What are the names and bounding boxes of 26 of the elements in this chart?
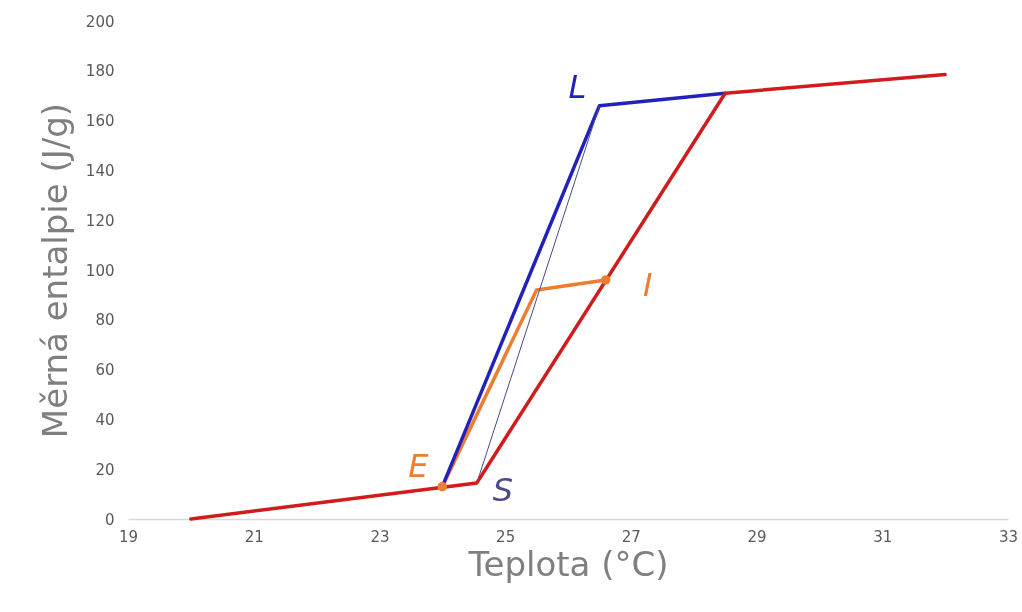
y-tick-label: 100 (85, 261, 115, 280)
annotation: I (643, 265, 653, 304)
y-tick-label: 200 (85, 12, 115, 31)
annotation: L (568, 67, 587, 106)
y-tick-label: 180 (85, 62, 115, 81)
annotation: S (492, 470, 514, 509)
y-tick-label: 40 (95, 410, 115, 429)
annotation: E (408, 446, 430, 485)
x-tick-label: 27 (621, 527, 641, 546)
x-tick-label: 31 (873, 527, 893, 546)
x-tick-label: 19 (118, 527, 139, 546)
y-axis-title: Měrná entalpie (J/g) (34, 102, 75, 439)
x-tick-label: 21 (244, 527, 264, 546)
y-tick-label: 0 (104, 510, 115, 529)
x-tick-label: 25 (496, 527, 516, 546)
line-series (189, 72, 947, 521)
y-tick-label: 60 (95, 361, 115, 380)
y-tick-label: 140 (85, 161, 115, 180)
x-axis-title: Teplota (°C) (467, 543, 669, 584)
y-tick-label: 120 (85, 211, 115, 230)
y-tick-label: 20 (95, 460, 115, 479)
y-tick-label: 160 (85, 112, 115, 131)
x-tick-label: 29 (747, 527, 767, 546)
x-tick-label: 33 (998, 527, 1019, 546)
y-tick-label: 80 (95, 311, 115, 330)
x-tick-label: 23 (370, 527, 390, 546)
